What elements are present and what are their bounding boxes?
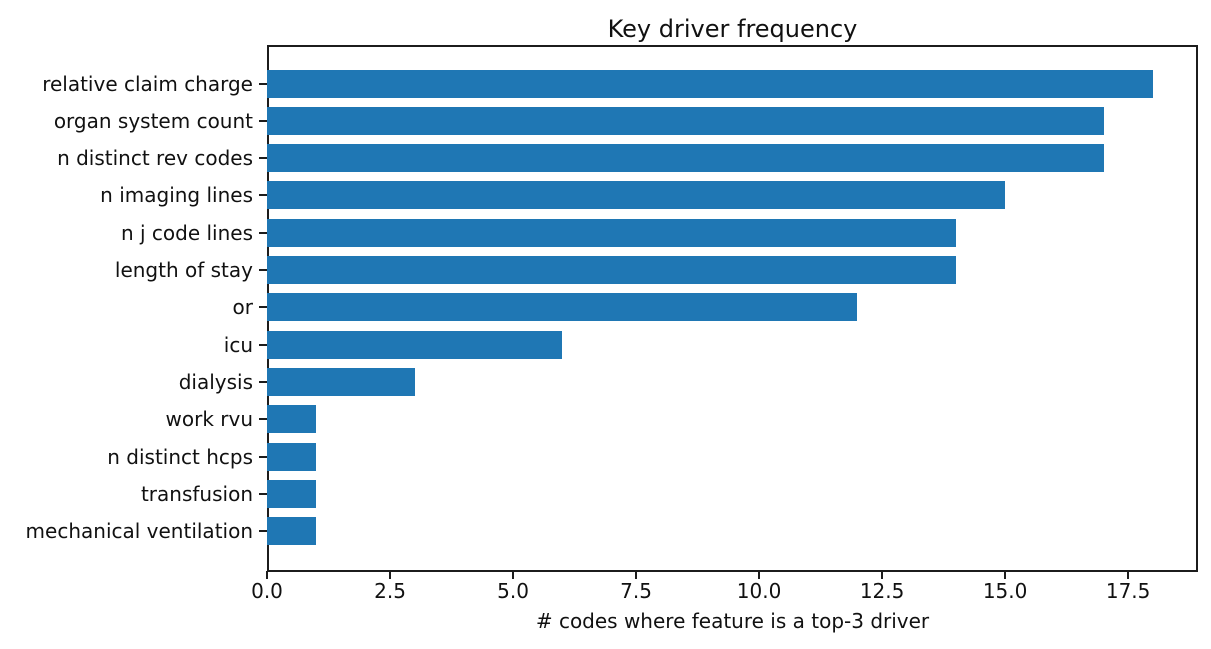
- x-tick-label: 5.0: [497, 579, 529, 603]
- x-tick-label: 15.0: [982, 579, 1028, 603]
- x-tick-mark: [758, 571, 761, 579]
- bar: [267, 405, 317, 434]
- y-tick-mark: [259, 455, 267, 458]
- x-tick-label: 12.5: [859, 579, 905, 603]
- bar: [267, 69, 1153, 98]
- y-tick-mark: [259, 194, 267, 197]
- y-tick-mark: [259, 82, 267, 85]
- y-tick-label: relative claim charge: [42, 71, 253, 96]
- y-tick-label: mechanical ventilation: [25, 519, 253, 544]
- bar: [267, 480, 317, 509]
- x-axis-label: # codes where feature is a top-3 driver: [535, 609, 930, 633]
- y-tick-label: length of stay: [114, 258, 253, 283]
- y-tick-label: work rvu: [165, 407, 254, 432]
- y-tick-mark: [259, 231, 267, 234]
- x-tick-mark: [1004, 571, 1007, 579]
- bar: [267, 256, 956, 285]
- y-tick-label: n distinct rev codes: [57, 146, 253, 171]
- y-tick-label: icu: [223, 332, 253, 357]
- y-tick-mark: [259, 493, 267, 496]
- y-tick-label: n imaging lines: [100, 183, 253, 208]
- y-tick-mark: [259, 119, 267, 122]
- x-tick-mark: [266, 571, 268, 579]
- y-tick-label: organ system count: [53, 108, 253, 133]
- y-tick-mark: [259, 306, 267, 309]
- x-tick-mark: [512, 571, 515, 579]
- x-tick-mark: [1127, 571, 1130, 579]
- x-tick-label: 2.5: [374, 579, 406, 603]
- x-tick-label: 0.0: [251, 579, 283, 603]
- bar: [267, 106, 1104, 135]
- bar: [267, 517, 317, 546]
- y-tick-mark: [259, 418, 267, 421]
- y-tick-label: n j code lines: [120, 220, 253, 245]
- bar: [267, 442, 317, 471]
- bar: [267, 330, 563, 359]
- y-tick-mark: [259, 157, 267, 160]
- y-tick-mark: [259, 269, 267, 272]
- x-tick-mark: [635, 571, 638, 579]
- x-tick-label: 10.0: [736, 579, 782, 603]
- y-tick-mark: [259, 381, 267, 384]
- y-tick-label: n distinct hcps: [107, 444, 253, 469]
- y-tick-label: dialysis: [178, 370, 253, 395]
- y-tick-label: transfusion: [140, 482, 253, 507]
- x-tick-mark: [881, 571, 884, 579]
- y-tick-label: or: [232, 295, 253, 320]
- bar: [267, 144, 1104, 173]
- chart-title: Key driver frequency: [607, 15, 858, 43]
- bar: [267, 368, 415, 397]
- bar: [267, 181, 1006, 210]
- y-tick-mark: [259, 530, 267, 533]
- x-tick-label: 17.5: [1105, 579, 1151, 603]
- bar: [267, 293, 858, 322]
- y-tick-mark: [259, 343, 267, 346]
- x-tick-label: 7.5: [620, 579, 652, 603]
- x-tick-mark: [389, 571, 392, 579]
- bar: [267, 218, 956, 247]
